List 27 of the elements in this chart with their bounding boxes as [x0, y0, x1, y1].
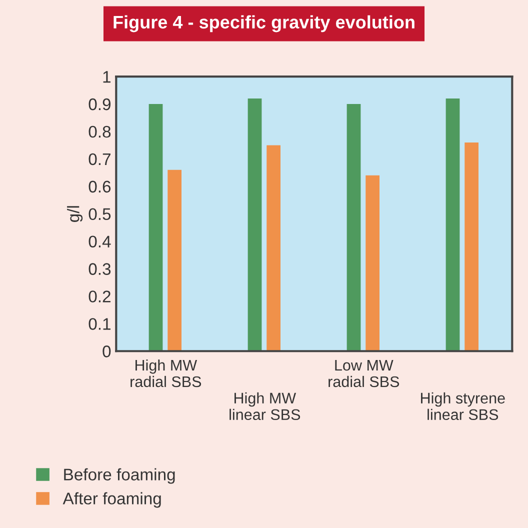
y-tick-label: 0.3: [88, 263, 111, 275]
x-tick-label: High MW linear SBS: [230, 392, 300, 420]
chart-title: Figure 4 - specific gravity evolution: [114, 15, 414, 32]
legend-label: Before foaming: [64, 468, 175, 484]
y-tick-label: 0.8: [88, 126, 111, 138]
x-tick-label: High MW radial SBS: [130, 359, 202, 388]
y-tick-label: 0.6: [88, 180, 111, 193]
bar: [266, 145, 280, 352]
y-tick-label: 0.4: [88, 236, 111, 248]
bar: [168, 170, 182, 352]
y-tick-label: 0.1: [88, 318, 110, 330]
y-tick-label: 0.2: [88, 290, 110, 302]
x-tick-label: Low MW radial SBS: [328, 360, 400, 388]
bar: [464, 142, 478, 352]
legend-label: After foaming: [62, 492, 161, 508]
bar: [446, 98, 460, 352]
bar: [346, 104, 361, 352]
x-tick-label: High styrene linear SBS: [421, 392, 505, 420]
y-tick-label: 0.5: [88, 208, 111, 220]
bar: [366, 175, 380, 352]
y-axis-title: g/l: [67, 206, 83, 222]
y-tick-label: 0.7: [88, 153, 110, 166]
bar: [248, 98, 262, 352]
bar: [148, 104, 163, 352]
y-tick-label: 1: [103, 71, 110, 83]
y-tick-label: 0.9: [88, 98, 111, 110]
y-tick-label: 0: [102, 346, 111, 358]
